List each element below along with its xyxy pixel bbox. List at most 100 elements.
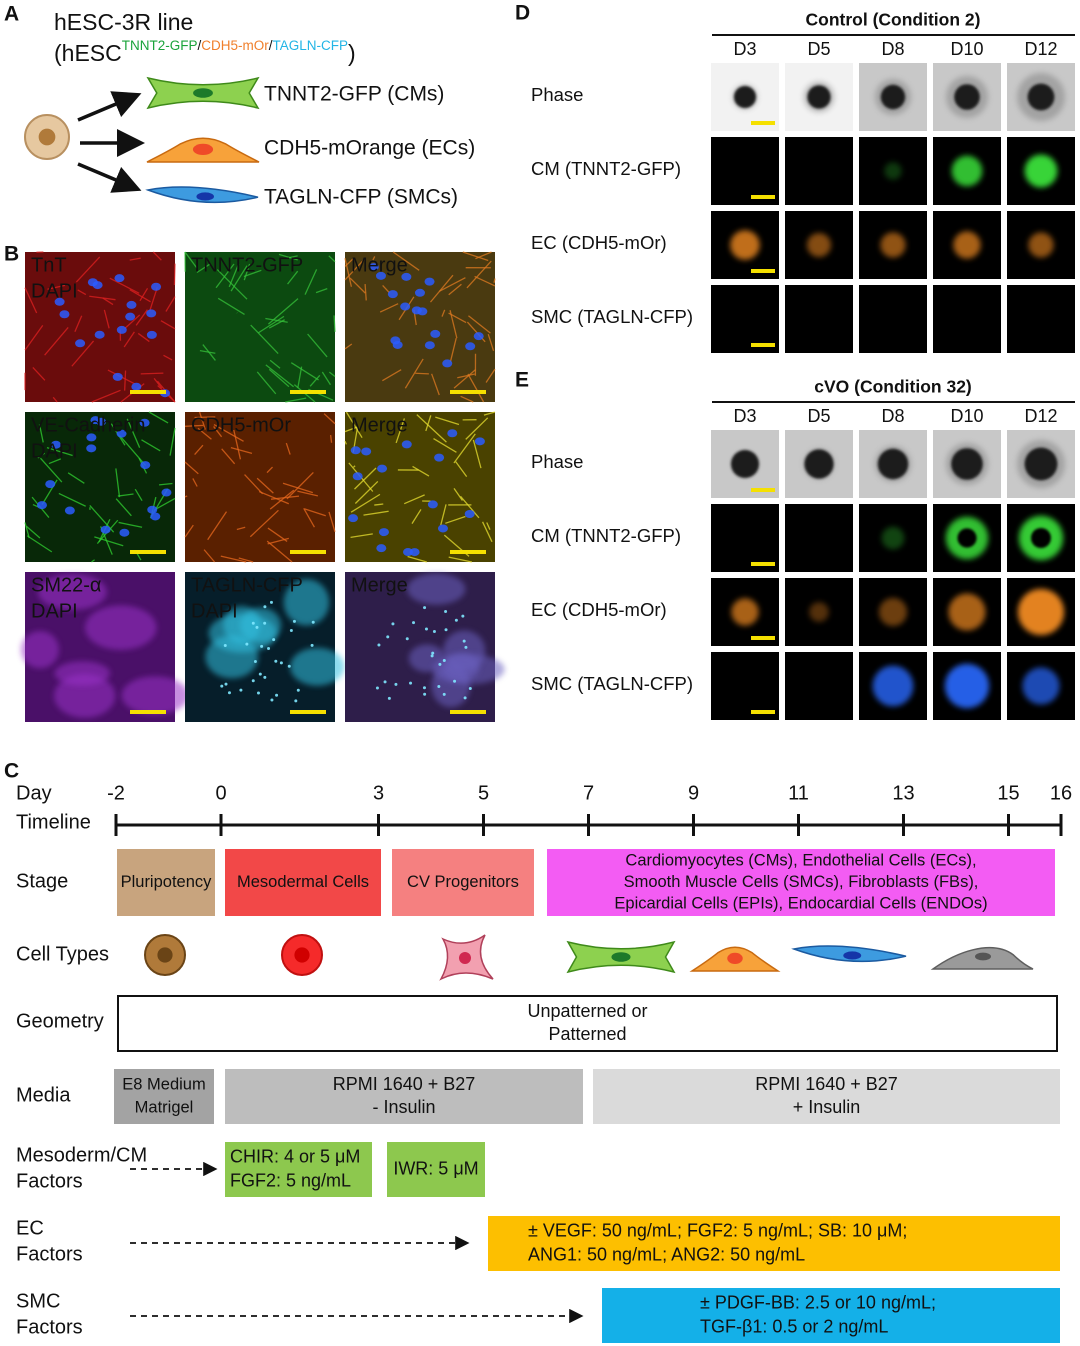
fiber — [230, 265, 248, 292]
fiber — [411, 509, 422, 524]
nucleus — [437, 524, 448, 533]
fiber — [215, 263, 235, 289]
nucleus — [161, 488, 172, 497]
spheroid — [877, 448, 909, 480]
nucleus — [192, 143, 214, 155]
speckle — [430, 654, 434, 658]
speckle — [454, 618, 458, 622]
fiber — [382, 369, 402, 382]
fiber — [184, 495, 188, 498]
micrograph-bg — [711, 504, 779, 572]
fiber — [109, 277, 140, 294]
fiber — [455, 461, 468, 478]
micrograph-bg — [785, 285, 853, 353]
fiber — [481, 521, 493, 543]
nucleus — [131, 382, 142, 391]
fiber — [153, 377, 163, 389]
scale-bar — [751, 488, 775, 492]
speckle — [437, 684, 441, 688]
micrograph — [24, 251, 176, 403]
nucleus — [378, 528, 389, 537]
fiber — [44, 326, 69, 356]
scale-bar — [751, 269, 775, 273]
fiber — [213, 423, 244, 442]
cell-blob — [443, 630, 486, 672]
ring-core — [1031, 528, 1051, 548]
fiber — [198, 411, 206, 430]
row-label: Cell Types — [16, 943, 109, 965]
column-header: D3 — [733, 39, 756, 59]
speckle — [251, 679, 255, 683]
speckle — [272, 638, 276, 642]
fiber — [199, 349, 216, 354]
speckle — [294, 699, 298, 703]
scale-bar — [751, 195, 775, 199]
fiber — [39, 457, 63, 483]
fluorescence — [884, 162, 902, 180]
fiber — [207, 511, 228, 541]
nucleus — [430, 329, 441, 338]
micrograph-bg — [711, 137, 779, 205]
fiber — [457, 373, 475, 379]
nucleus — [727, 952, 743, 965]
fiber — [194, 444, 204, 455]
speckle — [245, 642, 249, 646]
row-label: EC — [16, 1217, 44, 1239]
arrow — [77, 91, 142, 122]
speckle — [412, 621, 416, 625]
nucleus — [54, 297, 65, 306]
micrograph-bg — [785, 652, 853, 720]
fiber — [412, 465, 430, 477]
spheroid — [1024, 447, 1058, 481]
media-box — [114, 1069, 214, 1124]
fiber — [309, 374, 321, 387]
speckle — [444, 609, 448, 613]
panel-label: C — [4, 760, 19, 783]
nucleus — [368, 263, 379, 272]
nucleus — [403, 548, 414, 557]
fiber — [38, 424, 44, 443]
fiber — [256, 477, 274, 494]
spheroid — [1027, 83, 1055, 111]
media-box — [225, 1069, 583, 1124]
speckle — [267, 646, 271, 650]
fluorescence — [1022, 667, 1060, 705]
fiber — [379, 303, 399, 313]
micrograph — [345, 572, 505, 722]
nucleus — [400, 302, 411, 311]
micrograph-bg — [711, 652, 779, 720]
smc-cell-icon — [145, 186, 259, 204]
speckle — [462, 639, 466, 643]
box-text: E8 Medium — [122, 1075, 205, 1093]
fiber — [160, 320, 176, 330]
fiber — [448, 556, 473, 563]
panel-title: Control (Condition 2) — [806, 10, 981, 30]
fiber — [217, 297, 245, 316]
spheroid — [731, 450, 759, 478]
micrograph-label: TnT — [31, 254, 67, 276]
column-header: D12 — [1024, 39, 1057, 59]
nucleus — [459, 952, 471, 964]
nucleus — [38, 128, 56, 146]
box-text: - Insulin — [372, 1097, 435, 1117]
fiber — [134, 488, 143, 502]
fiber — [24, 522, 30, 539]
speckle — [310, 643, 314, 647]
micrograph — [1007, 430, 1075, 498]
fluorescence — [809, 602, 829, 622]
timeline-day: 15 — [997, 782, 1019, 804]
box-text: FGF2: 5 ng/mL — [230, 1170, 351, 1190]
speckle — [444, 628, 448, 632]
nucleus — [114, 274, 125, 283]
micrograph — [933, 652, 1001, 720]
row-label: Factors — [16, 1316, 83, 1338]
column-header: D3 — [733, 406, 756, 426]
nucleus — [116, 325, 127, 334]
fiber — [230, 447, 253, 454]
row-label: CM (TNNT2-GFP) — [531, 525, 681, 546]
speckle — [263, 605, 267, 609]
fiber — [344, 258, 353, 287]
spheroid — [804, 449, 834, 479]
media-box — [593, 1069, 1060, 1124]
nucleus — [94, 330, 105, 339]
